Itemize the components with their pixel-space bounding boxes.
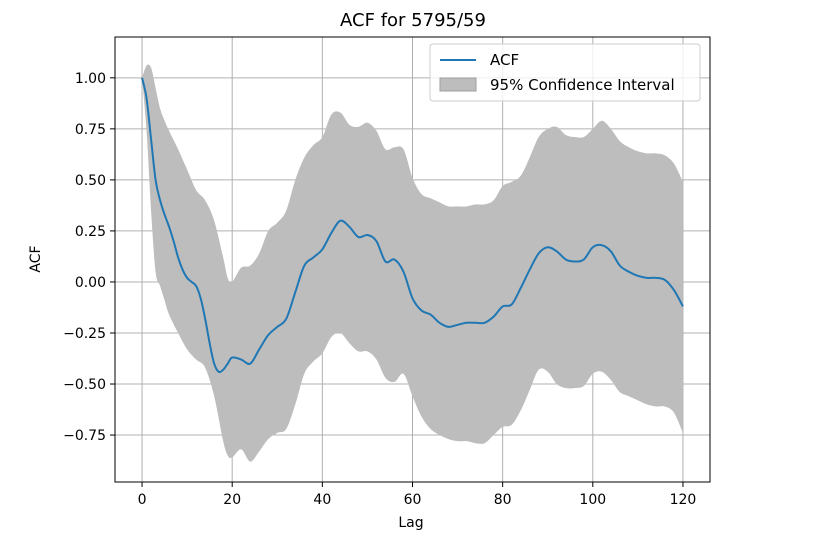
x-tick-label: 40 xyxy=(313,492,331,508)
acf-line xyxy=(141,77,684,374)
chart-title: ACF for 5795/59 xyxy=(340,10,486,31)
y-tick-label: 0.50 xyxy=(75,173,106,189)
y-tick-label: −0.75 xyxy=(63,428,106,444)
y-tick-label: −0.50 xyxy=(63,377,106,393)
x-tick-label: 80 xyxy=(494,492,512,508)
confidence-interval-band xyxy=(142,64,683,462)
legend-ci-patch xyxy=(439,77,477,92)
y-tick-label: 1.00 xyxy=(75,71,106,87)
y-tick-label: 0.00 xyxy=(75,275,106,291)
y-axis-label: ACF xyxy=(28,245,44,272)
y-tick-label: −0.25 xyxy=(63,326,106,342)
plot-area xyxy=(141,64,684,462)
x-tick-label: 60 xyxy=(404,492,422,508)
x-tick-label: 100 xyxy=(579,492,606,508)
y-tick-label: 0.75 xyxy=(75,122,106,138)
legend-acf-label: ACF xyxy=(490,51,519,69)
legend-ci-label: 95% Confidence Interval xyxy=(490,76,675,94)
x-axis: 0 20 40 60 80 100 120 xyxy=(138,482,697,508)
x-axis-label: Lag xyxy=(398,515,423,531)
legend-frame xyxy=(429,43,701,102)
x-tick-label: 0 xyxy=(138,492,147,508)
y-tick-label: 0.25 xyxy=(75,224,106,240)
x-tick-label: 20 xyxy=(223,492,241,508)
x-tick-label: 120 xyxy=(670,492,697,508)
legend: ACF 95% Confidence Interval xyxy=(429,43,701,102)
y-axis: 1.00 0.75 0.50 0.25 0.00 −0.25 −0.50 −0.75 xyxy=(63,71,115,444)
